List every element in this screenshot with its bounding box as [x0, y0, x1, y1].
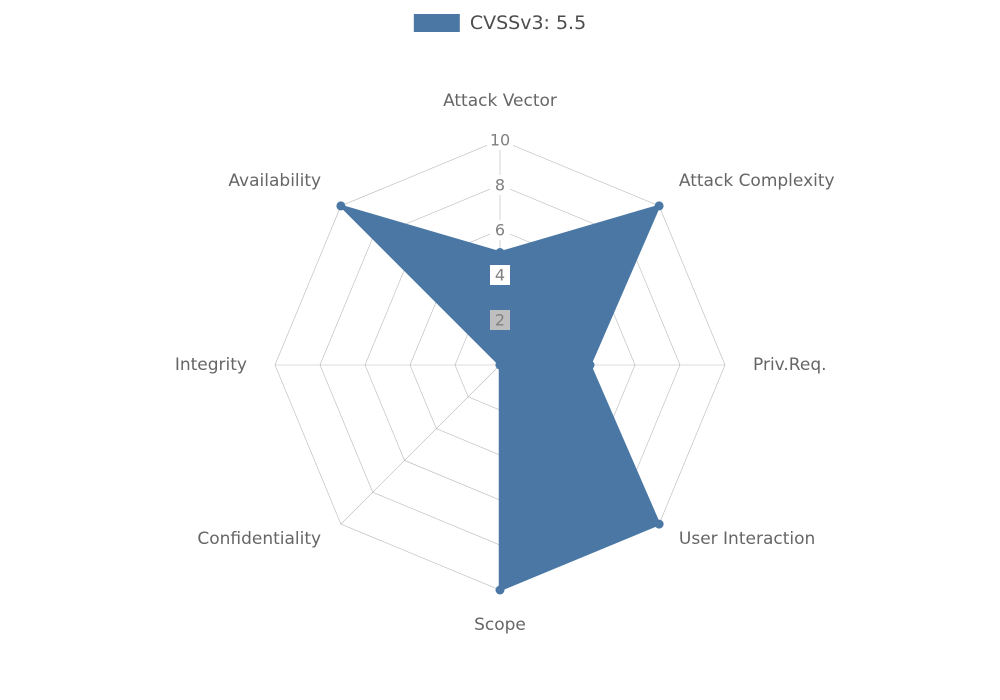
radar-axis-label: Integrity — [175, 355, 247, 375]
radar-axis-label: Priv.Req. — [753, 355, 827, 375]
radar-data-point — [496, 586, 505, 595]
radar-data-point — [496, 361, 505, 370]
radar-axis-label: Attack Vector — [443, 91, 557, 111]
radar-axis-label: Attack Complexity — [679, 171, 835, 191]
radar-axis-label: Availability — [228, 171, 321, 191]
radar-chart-svg: 2 4 6 8 10 Attack Vector Attack Complexity Priv… — [0, 0, 1000, 700]
radar-tick-label: 10 — [490, 131, 510, 150]
radar-spoke — [341, 365, 500, 524]
radar-data-point — [496, 248, 505, 257]
radar-axis-label: Scope — [474, 615, 526, 635]
radar-data-point — [655, 201, 664, 210]
legend-label: CVSSv3: 5.5 — [470, 12, 586, 34]
radar-tick-label: 4 — [495, 266, 505, 285]
radar-data-polygon — [341, 206, 659, 590]
radar-chart-container: CVSSv3: 5.5 2 4 6 8 10 Attack Vector Attack Co… — [0, 0, 1000, 700]
chart-legend: CVSSv3: 5.5 — [414, 12, 586, 34]
radar-data-point — [655, 520, 664, 529]
radar-data-point — [586, 361, 595, 370]
radar-tick-label: 6 — [495, 221, 505, 240]
radar-tick-label: 2 — [495, 311, 505, 330]
radar-data-point — [336, 201, 345, 210]
radar-tick-label: 8 — [495, 176, 505, 195]
radar-axis-label: User Interaction — [679, 529, 815, 549]
legend-swatch — [414, 14, 460, 32]
radar-axis-label: Confidentiality — [197, 529, 321, 549]
